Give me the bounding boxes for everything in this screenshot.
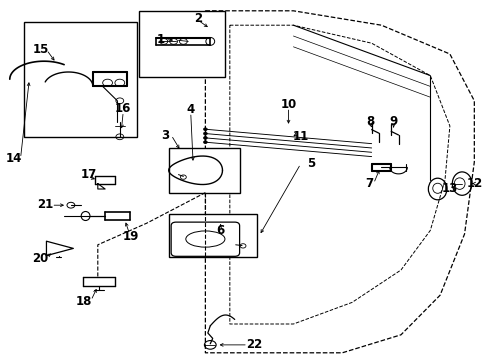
Text: 19: 19 (122, 230, 139, 243)
Circle shape (203, 136, 207, 139)
Bar (168, 214, 256, 257)
Text: 20: 20 (32, 252, 48, 265)
Text: 3: 3 (161, 129, 169, 141)
Text: 14: 14 (5, 152, 22, 165)
Bar (168, 148, 239, 193)
Text: 2: 2 (194, 12, 202, 24)
Text: 9: 9 (389, 115, 397, 128)
Text: 5: 5 (307, 157, 315, 170)
Text: 22: 22 (245, 338, 262, 351)
Bar (24, 22, 137, 137)
Text: 16: 16 (115, 102, 131, 115)
Text: 12: 12 (466, 177, 483, 190)
Text: 13: 13 (441, 182, 457, 195)
Text: 4: 4 (186, 103, 194, 116)
Text: 8: 8 (366, 115, 373, 128)
Text: 1: 1 (156, 33, 164, 46)
Text: 10: 10 (280, 98, 296, 111)
Text: 15: 15 (32, 43, 49, 56)
Text: 17: 17 (81, 168, 97, 181)
Bar (139, 11, 224, 77)
Text: 18: 18 (76, 295, 92, 308)
Text: 7: 7 (365, 177, 373, 190)
Text: 11: 11 (292, 130, 308, 143)
Text: 6: 6 (216, 224, 224, 237)
Circle shape (203, 132, 207, 135)
Circle shape (203, 128, 207, 131)
Circle shape (203, 141, 207, 144)
Text: 21: 21 (37, 198, 53, 211)
